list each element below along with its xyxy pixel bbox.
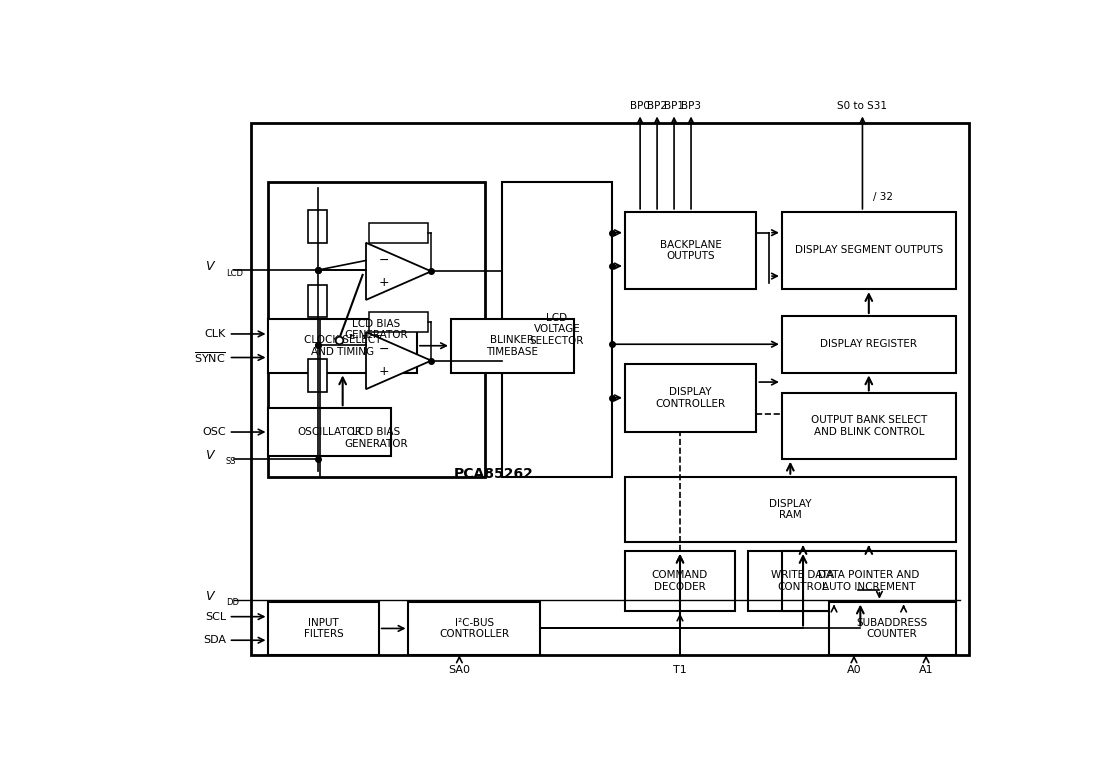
Text: / 32: / 32 [873, 192, 892, 202]
Text: V: V [205, 449, 214, 461]
Text: OUTPUT BANK SELECT
AND BLINK CONTROL: OUTPUT BANK SELECT AND BLINK CONTROL [810, 415, 927, 437]
Polygon shape [366, 332, 431, 389]
Text: BP0: BP0 [630, 100, 650, 111]
Text: DISPLAY
RAM: DISPLAY RAM [769, 499, 811, 520]
Polygon shape [366, 243, 431, 300]
Text: SCL: SCL [205, 611, 226, 621]
Text: BP2: BP2 [647, 100, 667, 111]
Text: PCA85262: PCA85262 [453, 467, 533, 481]
Text: −: − [379, 343, 390, 356]
FancyBboxPatch shape [625, 212, 757, 289]
Text: LCD
VOLTAGE
SELECTOR: LCD VOLTAGE SELECTOR [530, 313, 584, 346]
FancyBboxPatch shape [625, 363, 757, 432]
Text: A0: A0 [846, 665, 862, 675]
FancyBboxPatch shape [309, 359, 327, 392]
Text: +: + [379, 365, 390, 378]
Text: WRITE DATA
CONTROL: WRITE DATA CONTROL [771, 570, 834, 591]
Text: OSC: OSC [203, 427, 226, 437]
Text: DATA POINTER AND
AUTO INCREMENT: DATA POINTER AND AUTO INCREMENT [818, 570, 920, 591]
FancyBboxPatch shape [369, 223, 428, 243]
Text: OSCILLATOR: OSCILLATOR [298, 427, 362, 437]
Text: V: V [205, 590, 214, 603]
Text: BP1: BP1 [664, 100, 684, 111]
FancyBboxPatch shape [782, 393, 956, 459]
Text: −: − [379, 254, 390, 267]
Text: DISPLAY
CONTROLLER: DISPLAY CONTROLLER [656, 387, 726, 409]
FancyBboxPatch shape [502, 182, 612, 477]
Text: INPUT
FILTERS: INPUT FILTERS [303, 618, 344, 639]
Text: LCD: LCD [226, 268, 243, 278]
FancyBboxPatch shape [268, 408, 392, 456]
Text: COMMAND
DECODER: COMMAND DECODER [652, 570, 708, 591]
FancyBboxPatch shape [782, 316, 956, 373]
Text: +: + [379, 276, 390, 288]
Text: CLK: CLK [205, 329, 226, 339]
Text: DISPLAY REGISTER: DISPLAY REGISTER [820, 339, 918, 349]
FancyBboxPatch shape [268, 601, 379, 656]
Text: A1: A1 [919, 665, 933, 675]
Text: SUBADDRESS
COUNTER: SUBADDRESS COUNTER [856, 618, 927, 639]
FancyBboxPatch shape [782, 212, 956, 289]
FancyBboxPatch shape [625, 477, 956, 542]
Text: SA0: SA0 [448, 665, 471, 675]
Text: BP3: BP3 [681, 100, 701, 111]
FancyBboxPatch shape [625, 551, 735, 611]
Text: LCD BIAS
GENERATOR: LCD BIAS GENERATOR [345, 427, 408, 449]
Text: DD: DD [226, 598, 239, 608]
Text: LCD BIAS
GENERATOR: LCD BIAS GENERATOR [345, 318, 408, 340]
FancyBboxPatch shape [748, 551, 858, 611]
FancyBboxPatch shape [268, 182, 485, 477]
FancyBboxPatch shape [369, 312, 428, 332]
Text: V: V [205, 260, 214, 273]
FancyBboxPatch shape [451, 319, 574, 373]
FancyBboxPatch shape [309, 210, 327, 243]
FancyBboxPatch shape [829, 601, 956, 656]
FancyBboxPatch shape [268, 319, 417, 373]
Text: BLINKER
TIMEBASE: BLINKER TIMEBASE [486, 335, 539, 356]
FancyBboxPatch shape [252, 122, 968, 656]
Text: DISPLAY SEGMENT OUTPUTS: DISPLAY SEGMENT OUTPUTS [795, 246, 943, 256]
Text: SS: SS [226, 458, 237, 466]
Text: $\overline{\rm SYNC}$: $\overline{\rm SYNC}$ [194, 350, 226, 365]
Text: CLOCK SELECT
AND TIMING: CLOCK SELECT AND TIMING [304, 335, 381, 356]
FancyBboxPatch shape [408, 601, 540, 656]
Text: BACKPLANE
OUTPUTS: BACKPLANE OUTPUTS [659, 240, 722, 261]
FancyBboxPatch shape [309, 284, 327, 318]
Text: I²C-BUS
CONTROLLER: I²C-BUS CONTROLLER [439, 618, 509, 639]
FancyBboxPatch shape [782, 551, 956, 611]
Text: T1: T1 [673, 665, 687, 675]
Text: SDA: SDA [203, 635, 226, 645]
Text: S0 to S31: S0 to S31 [838, 100, 887, 111]
